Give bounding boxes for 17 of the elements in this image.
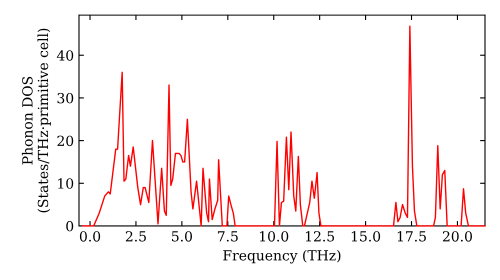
line-series (82, 26, 486, 227)
y-axis-title: Phonon DOS (States/THz·primitive cell) (22, 28, 51, 212)
x-tick-label: 20.0 (442, 231, 472, 242)
x-tick-label: 10.0 (260, 231, 288, 242)
x-tick-label: 5.0 (172, 231, 192, 242)
x-axis-title: Frequency (THz) (223, 250, 340, 264)
y-tick-label: 0 (66, 220, 74, 232)
y-tick-label: 10 (58, 178, 74, 189)
x-tick-label: 15.0 (352, 231, 380, 242)
x-tick-label: 2.5 (126, 231, 146, 242)
x-tick-label: 0.0 (80, 231, 100, 242)
x-tick-label: 17.5 (398, 231, 426, 242)
x-tick-label: 12.5 (306, 231, 334, 242)
y-tick-label: 40 (56, 50, 74, 61)
x-tick-label: 7.5 (218, 231, 238, 242)
y-tick-label: 20 (57, 136, 74, 146)
y-tick-label: 30 (58, 92, 74, 104)
